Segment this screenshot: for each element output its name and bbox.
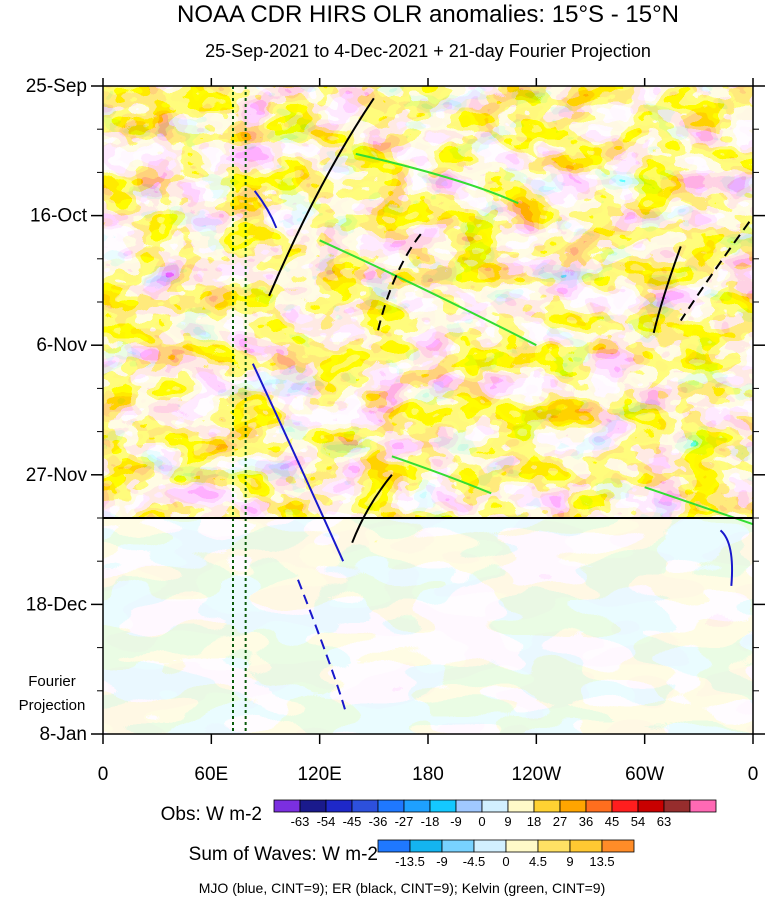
- obs-colorbar-swatch: [559, 799, 587, 813]
- obs-colorbar-swatch: [351, 799, 379, 813]
- waves-colorbar-tick: 0: [502, 854, 509, 869]
- obs-colorbar-swatch: [663, 799, 691, 813]
- waves-colorbar-tick: -13.5: [395, 854, 425, 869]
- obs-field: [103, 86, 753, 518]
- waves-colorbar-swatch: [569, 839, 603, 853]
- waves-legend-label: Sum of Waves: W m-2: [189, 844, 378, 865]
- waves-colorbar-swatch: [409, 839, 443, 853]
- obs-colorbar-tick: 63: [657, 814, 671, 829]
- projection-field: [103, 518, 753, 734]
- obs-colorbar-swatch: [429, 799, 457, 813]
- obs-colorbar-swatch: [611, 799, 639, 813]
- waves-colorbar-swatch: [601, 839, 635, 853]
- y-tick-label: 6-Nov: [36, 335, 87, 356]
- obs-colorbar-tick: 36: [579, 814, 593, 829]
- obs-colorbar-tick: -45: [343, 814, 362, 829]
- waves-colorbar-swatch: [377, 839, 411, 853]
- y-tick-label: 25-Sep: [26, 76, 87, 97]
- waves-colorbar-tick: -4.5: [463, 854, 485, 869]
- waves-colorbar-swatch: [441, 839, 475, 853]
- obs-colorbar-swatch: [637, 799, 665, 813]
- y-tick-label: 16-Oct: [30, 206, 88, 227]
- projection-label-line1: Fourier: [28, 673, 76, 690]
- obs-colorbar-tick: 9: [504, 814, 511, 829]
- kelvin-contour: [391, 455, 492, 495]
- waves-colorbar-tick: 9: [566, 854, 573, 869]
- y-tick-label: 27-Nov: [26, 465, 88, 486]
- waves-colorbar-tick: 13.5: [589, 854, 614, 869]
- mjo-contour: [297, 579, 346, 710]
- x-tick-label: 0: [98, 764, 109, 785]
- obs-colorbar-tick: -63: [291, 814, 310, 829]
- wave-contours: [251, 97, 753, 710]
- waves-colorbar-swatch: [537, 839, 571, 853]
- obs-colorbar-swatch: [533, 799, 561, 813]
- er-contour: [351, 474, 393, 544]
- mjo-contour: [251, 363, 345, 562]
- x-axis: 0 60E 120E 180 120W 60W 0: [98, 78, 759, 785]
- obs-colorbar-swatch: [585, 799, 613, 813]
- er-contour: [652, 246, 682, 334]
- obs-colorbar-swatch: [273, 799, 301, 813]
- kelvin-contour: [644, 486, 753, 526]
- obs-colorbar-tick: -27: [395, 814, 414, 829]
- obs-colorbar: -63 -54 -45 -36 -27 -18 -9 0 9 18 27 36 45 54 63: [273, 799, 717, 829]
- mjo-contour: [719, 529, 734, 586]
- kelvin-contour: [355, 152, 519, 205]
- obs-colorbar-tick: 18: [527, 814, 541, 829]
- obs-colorbar-tick: -9: [450, 814, 462, 829]
- x-tick-label: 0: [748, 764, 759, 785]
- obs-colorbar-tick: 0: [478, 814, 485, 829]
- chart-title: NOAA CDR HIRS OLR anomalies: 15°S - 15°N: [177, 1, 679, 28]
- obs-colorbar-tick: -36: [369, 814, 388, 829]
- x-tick-label: 60W: [625, 764, 664, 785]
- obs-colorbar-swatch: [455, 799, 483, 813]
- x-tick-label: 120E: [297, 764, 341, 785]
- x-tick-label: 60E: [194, 764, 228, 785]
- waves-colorbar-tick: 4.5: [529, 854, 547, 869]
- obs-colorbar-swatch: [377, 799, 405, 813]
- waves-colorbar: -13.5 -9 -4.5 0 4.5 9 13.5: [377, 839, 635, 869]
- obs-colorbar-swatch: [403, 799, 431, 813]
- olr-field: [103, 86, 753, 734]
- kelvin-contour: [319, 239, 537, 347]
- obs-colorbar-tick: 54: [631, 814, 645, 829]
- obs-colorbar-swatch: [325, 799, 353, 813]
- obs-colorbar-swatch: [507, 799, 535, 813]
- y-axis: 25-Sep 16-Oct 6-Nov 27-Nov 18-Dec 8-Jan: [26, 76, 765, 745]
- mjo-contour: [253, 190, 278, 229]
- obs-colorbar-tick: 45: [605, 814, 619, 829]
- dotted-reference-lines: [232, 86, 247, 734]
- y-tick-label: 18-Dec: [26, 594, 87, 615]
- waves-colorbar-swatch: [505, 839, 539, 853]
- projection-label-line2: Projection: [19, 697, 86, 714]
- obs-colorbar-swatch: [689, 799, 717, 813]
- x-tick-label: 120W: [512, 764, 562, 785]
- obs-colorbar-swatch: [299, 799, 327, 813]
- obs-colorbar-tick: -18: [421, 814, 440, 829]
- obs-legend-label: Obs: W m-2: [161, 804, 262, 825]
- er-contour: [376, 233, 422, 334]
- obs-colorbar-tick: -54: [317, 814, 336, 829]
- y-tick-label: 8-Jan: [39, 724, 87, 745]
- footnote: MJO (blue, CINT=9); ER (black, CINT=9); …: [199, 880, 606, 896]
- x-tick-label: 180: [412, 764, 444, 785]
- obs-colorbar-swatch: [481, 799, 509, 813]
- er-contour: [268, 97, 375, 297]
- chart-subtitle: 25-Sep-2021 to 4-Dec-2021 + 21-day Fouri…: [205, 41, 651, 61]
- waves-colorbar-swatch: [473, 839, 507, 853]
- waves-colorbar-tick: -9: [436, 854, 448, 869]
- obs-colorbar-tick: 27: [553, 814, 567, 829]
